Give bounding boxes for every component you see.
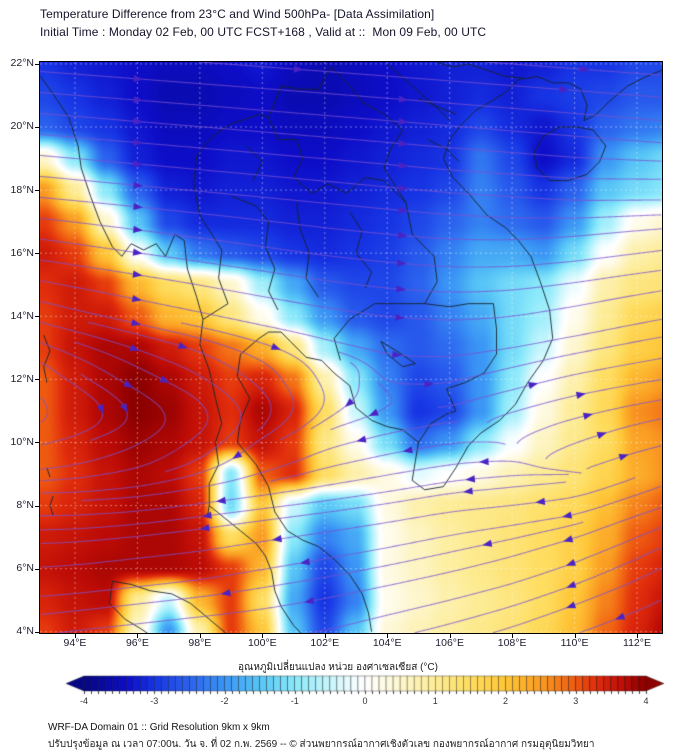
page-subtitle: Initial Time : Monday 02 Feb, 00 UTC FCS… — [40, 25, 487, 39]
x-axis-tick-mark — [574, 634, 576, 638]
y-axis-tick-mark — [35, 316, 39, 318]
colorbar-tick-label: -1 — [290, 696, 299, 706]
y-tick-label: 10°N — [10, 435, 34, 448]
y-tick-label: 20°N — [10, 120, 34, 133]
colorbar-label: อุณหภูมิเปลี่ยนแปลง หน่วย องศาเซลเซียส (… — [238, 662, 438, 673]
x-axis-tick-mark — [637, 634, 639, 638]
y-axis-tick-mark — [35, 442, 39, 444]
y-tick-label: 16°N — [10, 246, 34, 259]
x-tick-label: 112°E — [623, 637, 651, 649]
colorbar-tick-label: 4 — [643, 696, 649, 706]
y-axis-tick-mark — [35, 379, 39, 381]
y-tick-label: 14°N — [10, 309, 34, 322]
y-tick-label: 22°N — [10, 57, 34, 70]
y-axis-tick-mark — [35, 631, 39, 633]
x-axis-tick-mark — [512, 634, 514, 638]
colorbar-canvas — [0, 674, 676, 696]
colorbar-tick-label: 1 — [432, 696, 438, 706]
y-tick-label: 4°N — [16, 625, 34, 638]
y-tick-label: 18°N — [10, 183, 34, 196]
page-title: Temperature Difference from 23°C and Win… — [40, 7, 435, 21]
x-tick-label: 104°E — [372, 637, 402, 649]
x-tick-label: 106°E — [435, 637, 465, 649]
colorbar-tick-label: -4 — [79, 696, 88, 706]
x-axis-tick-mark — [324, 634, 326, 638]
x-axis-tick-mark — [137, 634, 139, 638]
x-axis-tick-mark — [262, 634, 264, 638]
y-axis-tick-mark — [35, 190, 39, 192]
y-axis-tick-mark — [35, 126, 39, 128]
x-tick-label: 96°E — [125, 637, 149, 649]
y-tick-label: 8°N — [16, 499, 34, 512]
colorbar-tick-label: 2 — [502, 696, 508, 706]
x-tick-label: 100°E — [247, 637, 277, 649]
map-canvas — [40, 62, 662, 633]
colorbar-tick-label: 0 — [362, 696, 368, 706]
x-tick-label: 108°E — [497, 637, 527, 649]
colorbar-tick-label: -3 — [150, 696, 159, 706]
x-axis-tick-mark — [449, 634, 451, 638]
y-axis-tick-mark — [35, 505, 39, 507]
y-tick-label: 6°N — [16, 562, 34, 575]
x-axis-tick-mark — [199, 634, 201, 638]
x-tick-label: 94°E — [63, 637, 87, 649]
colorbar-tick-label: -2 — [220, 696, 229, 706]
y-axis-tick-mark — [35, 63, 39, 65]
colorbar-tick-label: 3 — [573, 696, 579, 706]
footer-domain-info: WRF-DA Domain 01 :: Grid Resolution 9km … — [48, 722, 270, 733]
x-axis-tick-mark — [387, 634, 389, 638]
x-tick-label: 102°E — [310, 637, 340, 649]
map-frame — [39, 61, 663, 634]
footer-update-info: ปรับปรุงข้อมูล ณ เวลา 07:00น. วัน จ. ที่… — [48, 739, 595, 750]
x-tick-label: 98°E — [188, 637, 212, 649]
y-axis-tick-mark — [35, 568, 39, 570]
y-axis-tick-mark — [35, 253, 39, 255]
x-tick-label: 110°E — [560, 637, 589, 649]
x-axis-tick-mark — [74, 634, 76, 638]
y-tick-label: 12°N — [10, 372, 34, 385]
